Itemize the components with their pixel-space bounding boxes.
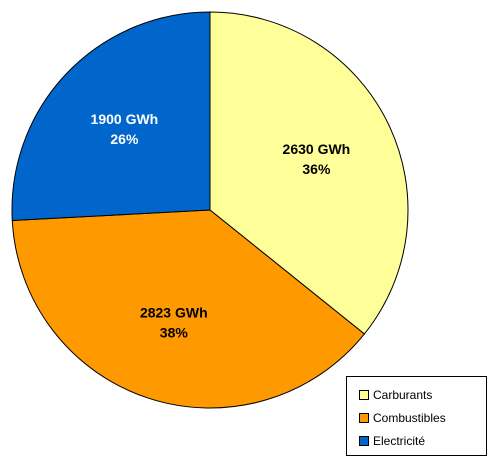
legend-label-combustibles: Combustibles [373, 410, 446, 425]
slice-percent-label-electricite: 26% [110, 131, 139, 147]
slice-percent-label-combustibles: 38% [160, 324, 189, 340]
legend-item-electricite: Electricité [359, 429, 486, 452]
slice-value-label-combustibles: 2823 GWh [140, 304, 208, 320]
legend-swatch-combustibles [359, 412, 369, 423]
legend-item-combustibles: Combustibles [359, 406, 486, 429]
pie-slices [11, 11, 409, 409]
pie-slice-electricite [11, 11, 211, 221]
legend: Carburants Combustibles Electricité [346, 376, 487, 456]
legend-swatch-carburants [359, 389, 369, 400]
slice-percent-label-carburants: 36% [302, 161, 331, 177]
pie-labels: 2630 GWh 36% 2823 GWh 38% 1900 GWh 26% [91, 111, 351, 340]
slice-value-label-carburants: 2630 GWh [283, 141, 351, 157]
legend-item-carburants: Carburants [359, 383, 486, 406]
pie-slice-carburants [209, 11, 409, 335]
legend-label-carburants: Carburants [373, 387, 433, 402]
legend-swatch-electricite [359, 435, 369, 446]
legend-label-electricite: Electricité [373, 433, 426, 448]
pie-slice-combustibles [11, 209, 366, 409]
slice-value-label-electricite: 1900 GWh [91, 111, 159, 127]
